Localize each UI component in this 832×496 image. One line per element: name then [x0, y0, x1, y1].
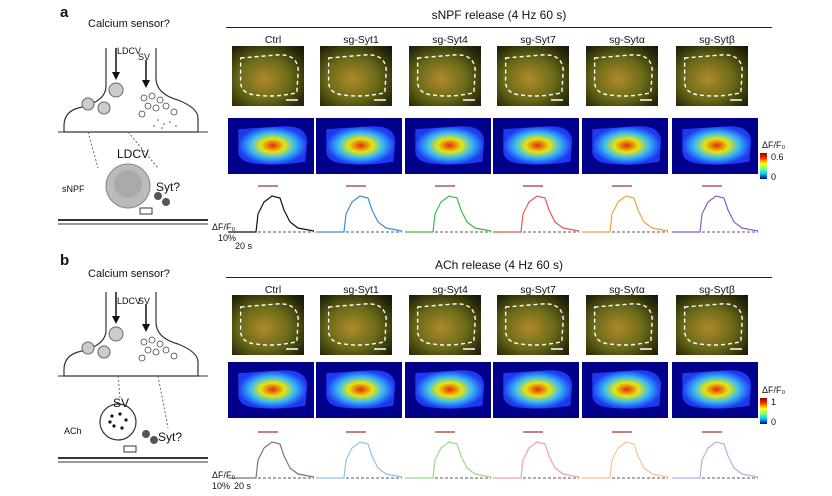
fluorescence-image: [320, 295, 392, 355]
column-label: sg-Sytβ: [699, 34, 735, 46]
label-syt: Syt?: [156, 180, 181, 194]
column-label: sg-Syt1: [343, 284, 379, 296]
colorbar-max: 0.6: [771, 152, 784, 162]
heatmap-image: [228, 118, 314, 174]
response-trace: [672, 430, 758, 482]
response-trace: [582, 430, 668, 482]
fluorescence-image: [497, 46, 569, 106]
response-trace: [228, 430, 314, 482]
panel-letter-a: a: [60, 4, 69, 21]
fluorescence-image: [320, 46, 392, 106]
response-trace: [493, 430, 579, 482]
heatmap-image: [582, 118, 668, 174]
column-label: sg-Sytα: [609, 34, 645, 46]
response-trace: [405, 184, 491, 236]
column-label: sg-Syt4: [432, 284, 468, 296]
fluorescence-image: [676, 46, 748, 106]
column-label: sg-Syt7: [520, 34, 556, 46]
scale-y-value: 10%: [212, 481, 231, 491]
panel-title: sNPF release (4 Hz 60 s): [431, 8, 567, 22]
heatmap-image: [582, 362, 668, 418]
column-label: sg-Syt4: [432, 34, 468, 46]
fluorescence-image: [586, 46, 658, 106]
fluorescence-image: [409, 295, 481, 355]
schematic-question: Calcium sensor?: [88, 268, 170, 280]
label-big-vesicle: SV: [113, 396, 130, 410]
fluorescence-image: [586, 295, 658, 355]
colorbar: [760, 398, 767, 424]
colorbar-label: ΔF/F₀: [762, 140, 786, 150]
column-label: sg-Syt7: [520, 284, 556, 296]
heatmap-image: [405, 362, 491, 418]
column-label: Ctrl: [264, 284, 282, 296]
response-trace: [672, 184, 758, 236]
synapse-schematic-b: [58, 292, 208, 463]
label-ldcv: LDCV: [117, 46, 142, 56]
heatmap-image: [672, 362, 758, 418]
heatmap-image: [316, 362, 402, 418]
label-big-vesicle: LDCV: [117, 147, 150, 161]
fluorescence-image: [232, 295, 304, 355]
column-label: sg-Sytα: [609, 284, 645, 296]
heatmap-image: [228, 362, 314, 418]
fluorescence-image: [232, 46, 304, 106]
label-transmitter: ACh: [64, 426, 82, 436]
fluorescence-image: [497, 295, 569, 355]
response-trace: [405, 430, 491, 482]
title-rule: [226, 27, 772, 28]
heatmap-image: [493, 118, 579, 174]
column-label: Ctrl: [264, 34, 282, 46]
schematic-question: Calcium sensor?: [88, 18, 170, 30]
title-rule: [226, 277, 772, 278]
panel-title: ACh release (4 Hz 60 s): [434, 258, 564, 272]
label-syt: Syt?: [158, 430, 183, 444]
panel-letter-b: b: [60, 252, 70, 269]
scale-x-label: 20 s: [235, 241, 253, 251]
colorbar-min: 0: [771, 417, 777, 427]
fluorescence-image: [409, 46, 481, 106]
response-trace: [582, 184, 668, 236]
colorbar-label: ΔF/F₀: [762, 385, 786, 395]
label-ldcv: LDCV: [117, 296, 142, 306]
scale-y-label: ΔF/F₀: [212, 222, 236, 232]
heatmap-image: [672, 118, 758, 174]
label-sv: SV: [138, 296, 151, 306]
colorbar-max: 1: [771, 397, 777, 407]
heatmap-image: [493, 362, 579, 418]
response-trace: [493, 184, 579, 236]
colorbar-min: 0: [771, 172, 777, 182]
label-sv: SV: [138, 52, 151, 62]
heatmap-image: [316, 118, 402, 174]
response-trace: [316, 430, 402, 482]
scale-x-label: 20 s: [234, 481, 252, 491]
scale-y-label: ΔF/F₀: [212, 470, 236, 480]
heatmap-image: [405, 118, 491, 174]
column-label: sg-Syt1: [343, 34, 379, 46]
scale-y-value: 10%: [218, 233, 237, 243]
fluorescence-image: [676, 295, 748, 355]
label-transmitter: sNPF: [62, 184, 85, 194]
colorbar: [760, 153, 767, 179]
synapse-schematic-a: [58, 48, 208, 225]
column-label: sg-Sytβ: [699, 284, 735, 296]
response-trace: [316, 184, 402, 236]
response-trace: [228, 184, 314, 236]
